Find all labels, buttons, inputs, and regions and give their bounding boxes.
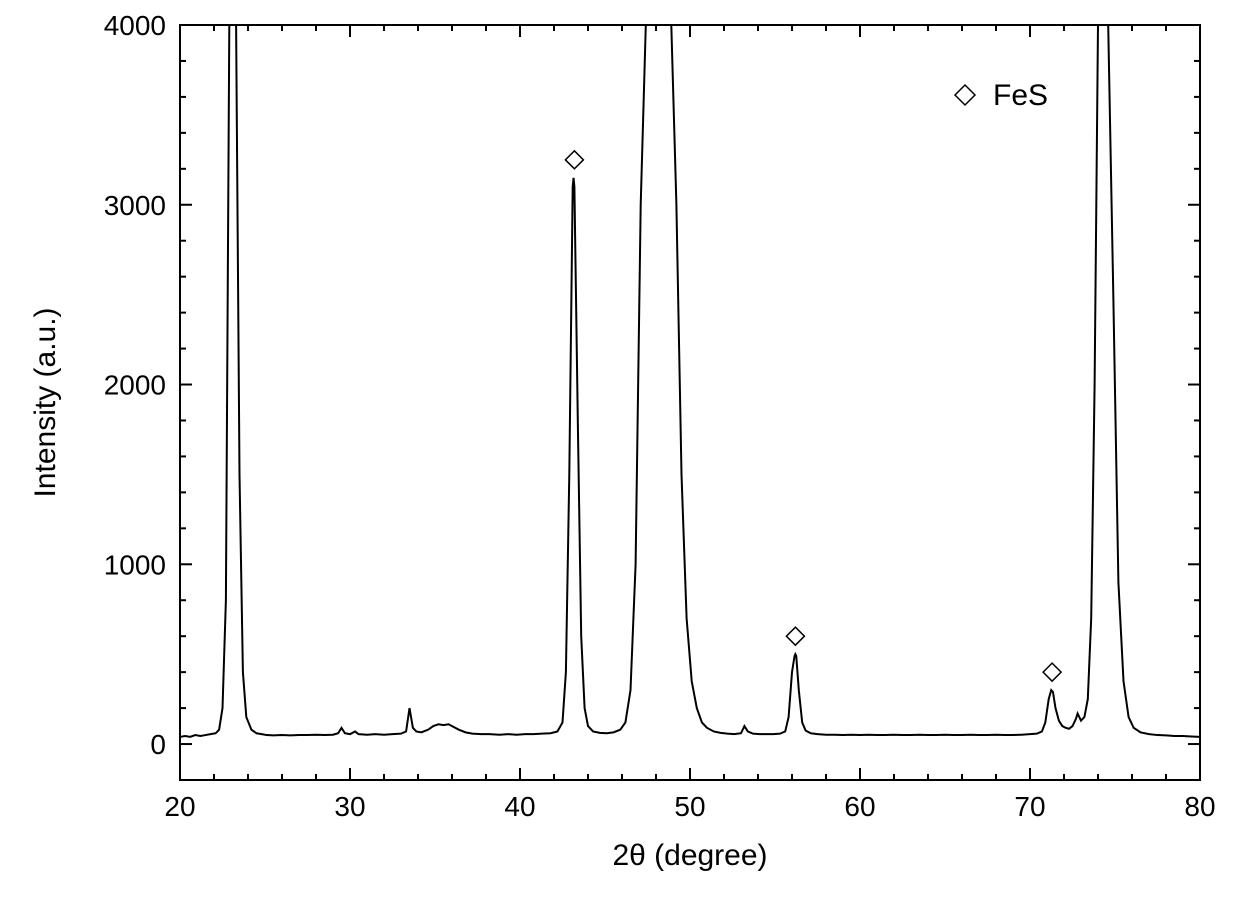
svg-text:2000: 2000: [104, 370, 166, 401]
svg-text:20: 20: [164, 791, 195, 822]
svg-text:0: 0: [150, 729, 166, 760]
svg-text:80: 80: [1184, 791, 1215, 822]
peak-marker-diamond-icon: [786, 627, 804, 645]
svg-text:30: 30: [334, 791, 365, 822]
legend-diamond-icon: [955, 85, 975, 105]
svg-text:4000: 4000: [104, 10, 166, 41]
y-axis-label: Intensity (a.u.): [29, 307, 62, 497]
svg-text:60: 60: [844, 791, 875, 822]
x-axis-label: 2θ (degree): [612, 839, 767, 872]
svg-text:1000: 1000: [104, 549, 166, 580]
legend: FeS: [955, 79, 1048, 112]
peak-marker-diamond-icon: [565, 151, 583, 169]
svg-text:40: 40: [504, 791, 535, 822]
peak-marker-diamond-icon: [1043, 663, 1061, 681]
svg-text:3000: 3000: [104, 190, 166, 221]
x-ticks: 20 30 40 50 60 70 80: [164, 25, 1215, 822]
svg-text:50: 50: [674, 791, 705, 822]
xrd-pattern-line: [180, 25, 1200, 737]
y-ticks: 0 1000 2000 3000 4000: [104, 10, 1200, 760]
svg-text:70: 70: [1014, 791, 1045, 822]
xrd-chart: 20 30 40 50 60 70 80 0 1000 2000 3000 4000 Intensi…: [0, 0, 1239, 910]
legend-label: FeS: [993, 79, 1048, 112]
